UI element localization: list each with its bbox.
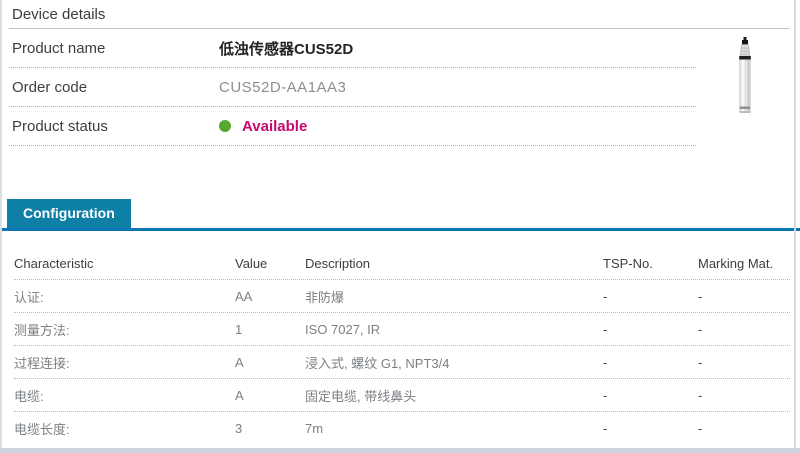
product-name-label: Product name [12, 39, 106, 57]
cell-tsp-no: - [603, 387, 608, 403]
cell-tsp-no: - [603, 354, 608, 370]
cell-marking-mat: - [698, 387, 703, 403]
cell-description: ISO 7027, IR [305, 321, 381, 337]
product-name-value: 低浊传感器CUS52D [219, 40, 354, 58]
cell-value: A [235, 387, 244, 403]
cell-tsp-no: - [603, 321, 608, 337]
tab-accent-line [0, 228, 800, 231]
left-border [0, 0, 2, 453]
order-code-label: Order code [12, 78, 88, 96]
cell-tsp-no: - [603, 288, 608, 304]
cell-characteristic: 电缆: [14, 388, 44, 404]
tab-configuration[interactable]: Configuration [7, 199, 131, 228]
cell-description: 浸入式, 螺纹 G1, NPT3/4 [305, 355, 450, 371]
col-header-characteristic: Characteristic [14, 255, 94, 271]
col-header-tsp-no: TSP-No. [603, 255, 653, 271]
configuration-table: Characteristic Value Description TSP-No.… [0, 243, 790, 445]
device-details-rows: Product name 低浊传感器CUS52D Order code CUS5… [9, 29, 696, 146]
product-image [736, 37, 754, 119]
cell-characteristic: 认证: [14, 289, 44, 305]
detail-row-product-status: Product status Available [9, 107, 696, 146]
cell-description: 7m [305, 421, 324, 436]
cell-value: 1 [235, 321, 243, 337]
cell-marking-mat: - [698, 288, 703, 304]
cell-characteristic: 电缆长度: [14, 422, 70, 437]
table-row-measuring-method: 测量方法: 1 ISO 7027, IR - - [14, 313, 790, 346]
product-status-value: Available [219, 118, 307, 135]
col-header-value: Value [235, 255, 268, 271]
cell-marking-mat: - [698, 321, 703, 337]
detail-row-order-code: Order code CUS52D-AA1AA3 [9, 68, 696, 107]
cell-description: 固定电缆, 带线鼻头 [305, 388, 417, 404]
cell-characteristic: 测量方法: [14, 322, 70, 338]
table-row-process-connection: 过程连接: A 浸入式, 螺纹 G1, NPT3/4 - - [14, 346, 790, 379]
cell-value: 3 [235, 421, 243, 436]
device-details-header: Device details [9, 0, 790, 29]
right-border [794, 0, 796, 453]
device-details-title: Device details [12, 6, 106, 23]
col-header-marking-mat: Marking Mat. [698, 255, 774, 271]
table-row-cable-length: 电缆长度: 3 7m - - [14, 412, 790, 445]
bottom-bar [0, 448, 800, 453]
cell-marking-mat: - [698, 421, 703, 436]
col-header-description: Description [305, 255, 371, 271]
cell-marking-mat: - [698, 354, 703, 370]
cell-value: A [235, 354, 244, 370]
detail-row-product-name: Product name 低浊传感器CUS52D [9, 29, 696, 68]
status-available-text: Available [242, 117, 308, 135]
table-row-cable: 电缆: A 固定电缆, 带线鼻头 - - [14, 379, 790, 412]
table-header-row: Characteristic Value Description TSP-No.… [14, 243, 790, 280]
cell-tsp-no: - [603, 421, 608, 436]
order-code-value: CUS52D-AA1AA3 [219, 78, 347, 96]
table-row-certification: 认证: AA 非防爆 - - [14, 280, 790, 313]
tab-bar: Configuration [0, 199, 800, 231]
status-available-dot-icon [219, 120, 231, 132]
cell-characteristic: 过程连接: [14, 355, 70, 371]
sensor-probe-illustration [739, 37, 751, 113]
product-status-label: Product status [12, 117, 108, 135]
cell-value: AA [235, 288, 253, 304]
cell-description: 非防爆 [305, 289, 345, 305]
